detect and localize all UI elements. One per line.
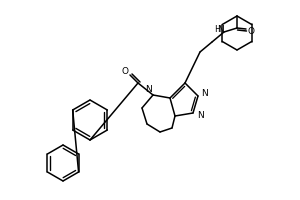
Text: N: N [201,90,207,98]
Text: O: O [248,26,254,36]
Text: N: N [196,110,203,119]
Text: N: N [218,25,224,34]
Text: O: O [122,68,128,76]
Text: N: N [145,86,152,95]
Text: H: H [214,25,220,34]
